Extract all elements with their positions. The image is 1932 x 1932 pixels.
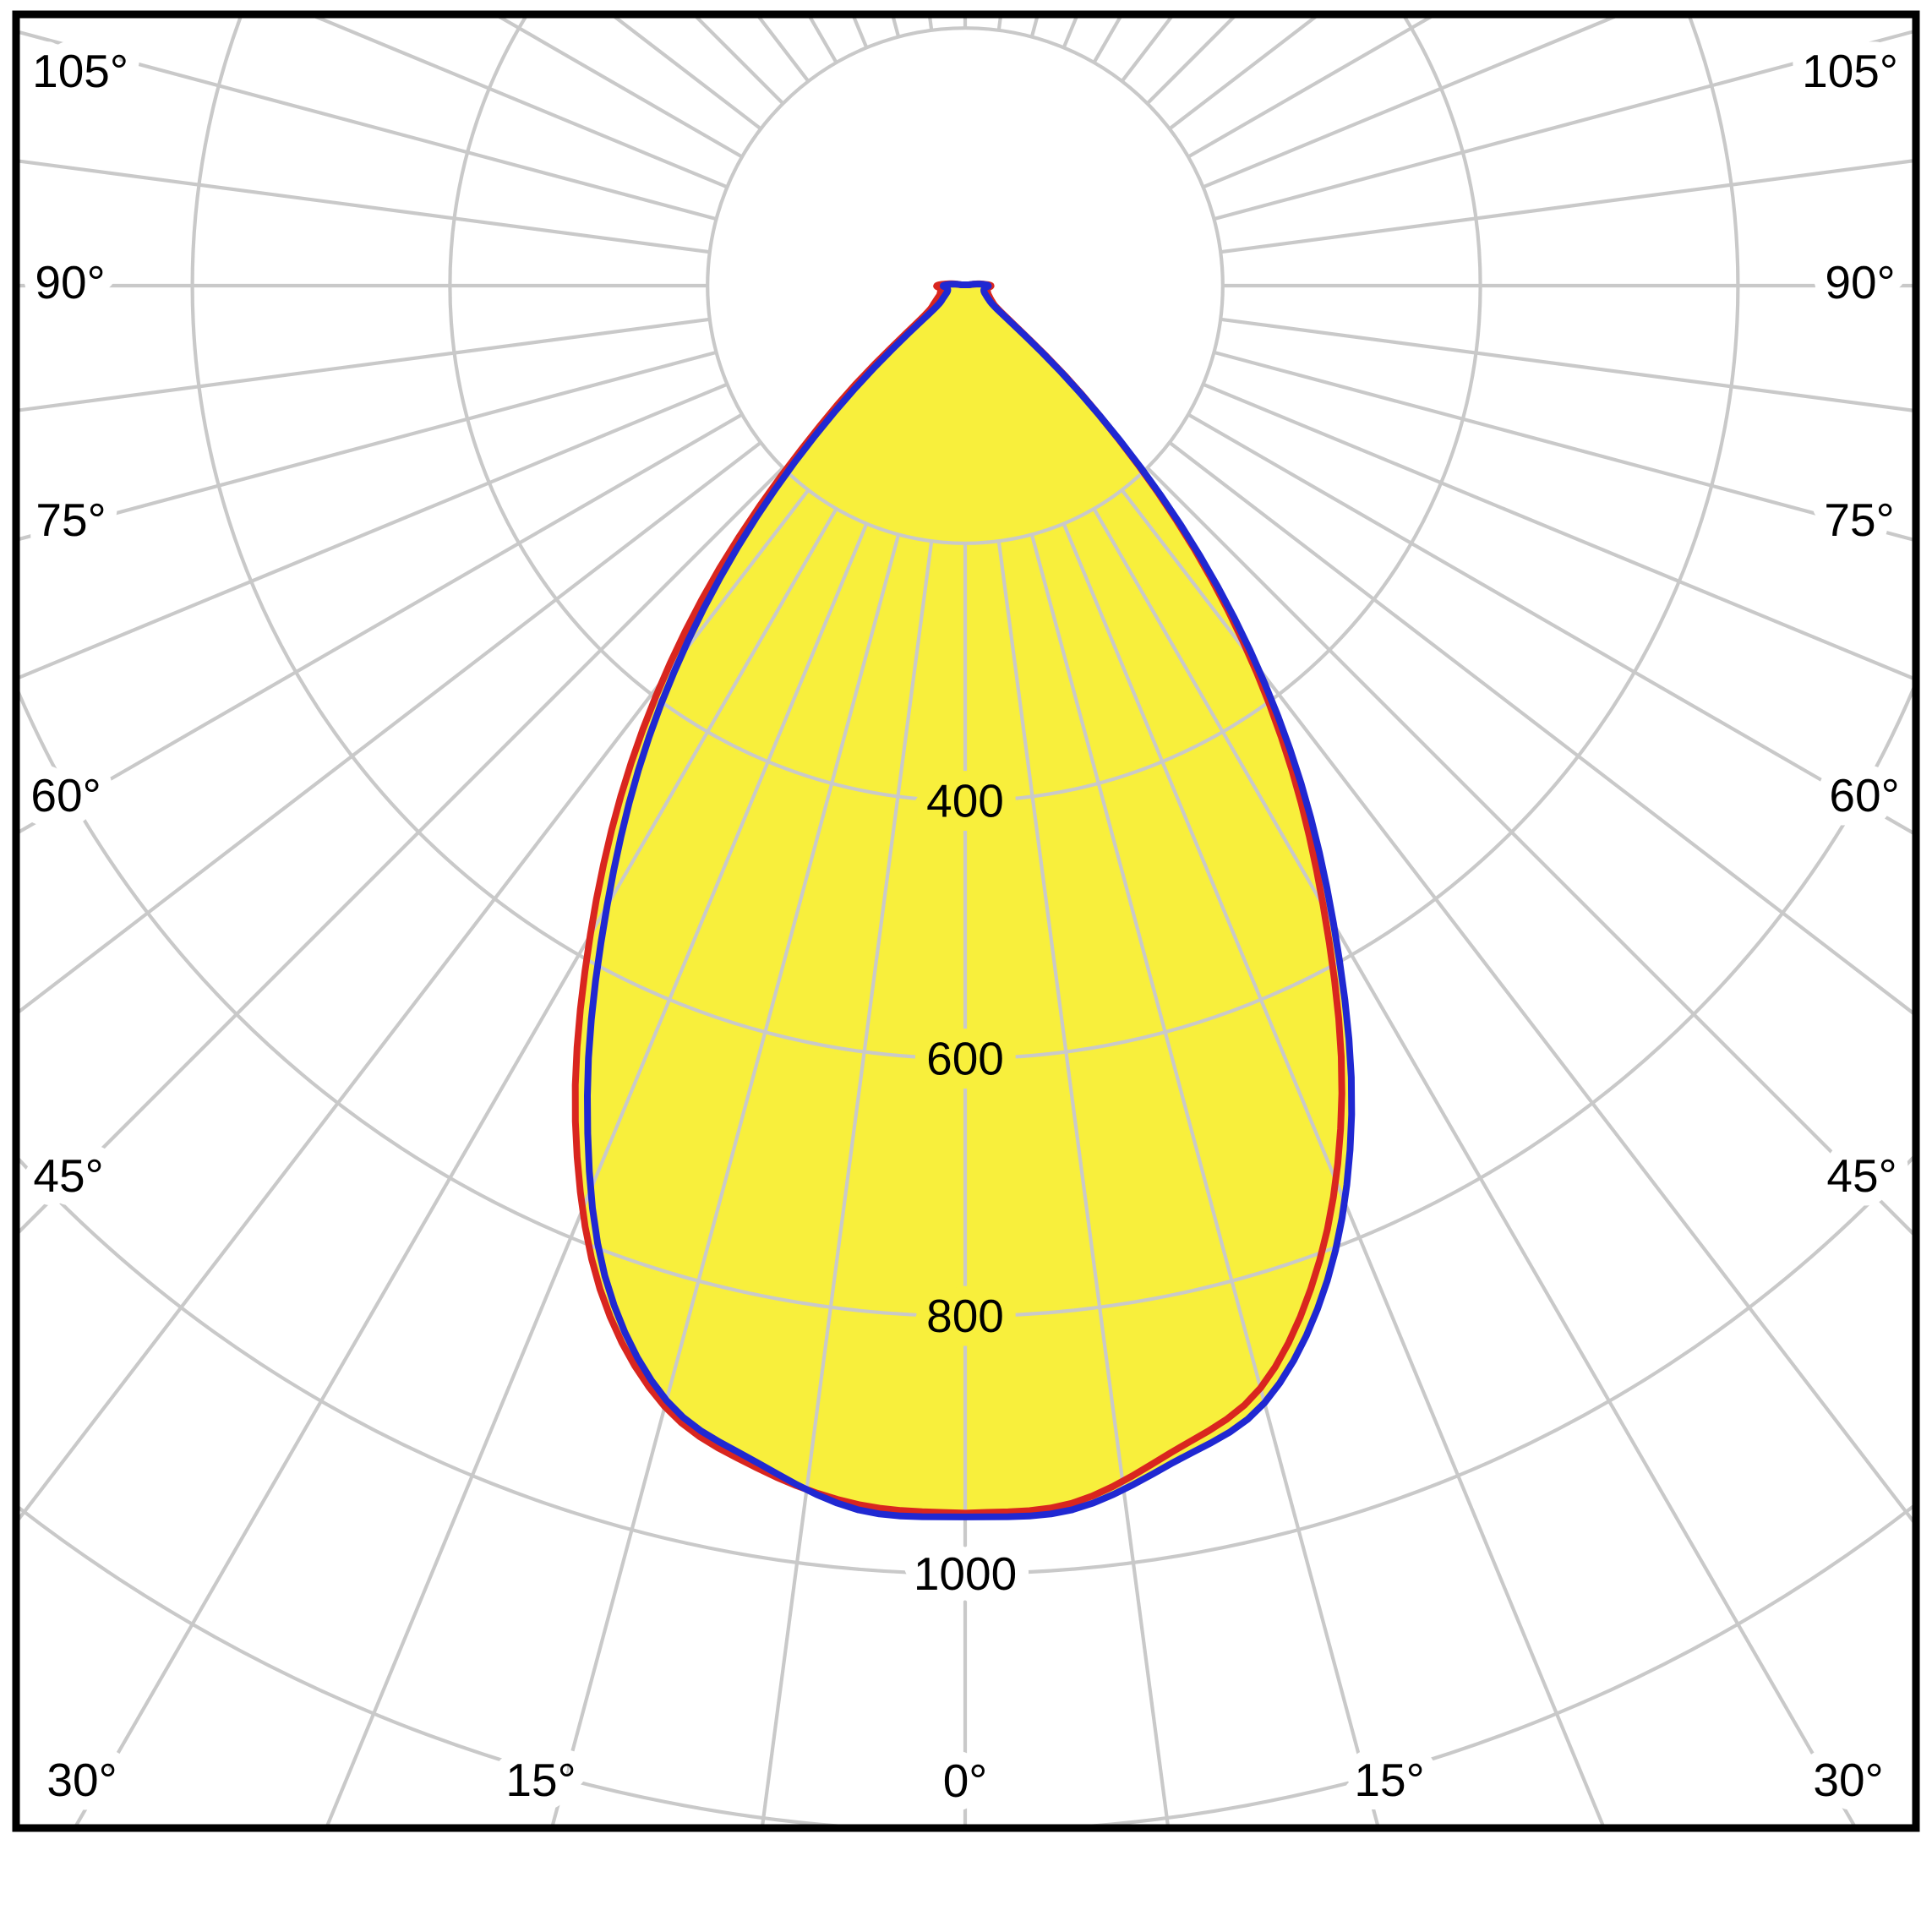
radius-label: 800 (926, 1290, 1004, 1342)
radius-label: 600 (926, 1032, 1004, 1084)
grid-ray (1213, 350, 1913, 542)
angle-label: 15° (505, 1754, 576, 1806)
grid-ray (19, 350, 718, 542)
grid-ray (1220, 317, 1913, 412)
grid-ray (19, 412, 744, 834)
grid-ray (1202, 382, 1913, 680)
angle-label: 15° (1354, 1754, 1424, 1806)
angle-label: 45° (33, 1149, 103, 1202)
beam-fill (575, 283, 1352, 1517)
grid-ray (325, 522, 869, 1825)
angle-label: 105° (1802, 45, 1898, 97)
grid-ray (19, 440, 762, 1014)
grid-ray (1092, 507, 1856, 1825)
grid-ray (1168, 440, 1913, 1015)
grid-ray (1213, 30, 1913, 221)
angle-label: 60° (1829, 769, 1899, 821)
angle-label: 75° (35, 494, 106, 546)
grid-ray (314, 18, 729, 189)
grid-ray (996, 540, 1170, 1825)
grid-ray (19, 159, 711, 254)
angle-label: 30° (46, 1754, 117, 1806)
grid-ray (19, 382, 729, 679)
grid-ray (74, 507, 838, 1825)
angle-label: 30° (1813, 1754, 1883, 1806)
angle-label: 75° (1824, 494, 1894, 546)
angle-label: 0° (943, 1755, 988, 1807)
grid-ray (19, 30, 718, 221)
grid-ray (19, 488, 810, 1521)
grid-ray (1062, 522, 1605, 1825)
grid-ray (550, 533, 901, 1825)
radius-label: 400 (926, 775, 1004, 827)
angle-label: 90° (35, 256, 105, 308)
angle-label: 45° (1826, 1149, 1897, 1202)
blue-curve (584, 281, 1356, 1520)
grid-ray (1146, 467, 1913, 1236)
radius-label: 1000 (914, 1547, 1017, 1600)
grid-ray (1120, 488, 1913, 1524)
radius-labels: 400 600 800 1000 (900, 761, 1030, 1613)
grid-ray (761, 540, 934, 1825)
angle-label: 105° (32, 45, 128, 97)
grid-ray (19, 317, 711, 412)
plot-frame (12, 10, 1920, 1832)
grid-ray (19, 467, 784, 1234)
grid-ray (1202, 18, 1617, 189)
grid-ray (1220, 159, 1913, 254)
angle-label: 90° (1825, 256, 1895, 308)
angle-label: 60° (30, 769, 101, 821)
grid-ray (1187, 412, 1913, 835)
beam-fill-region (587, 284, 1352, 1517)
